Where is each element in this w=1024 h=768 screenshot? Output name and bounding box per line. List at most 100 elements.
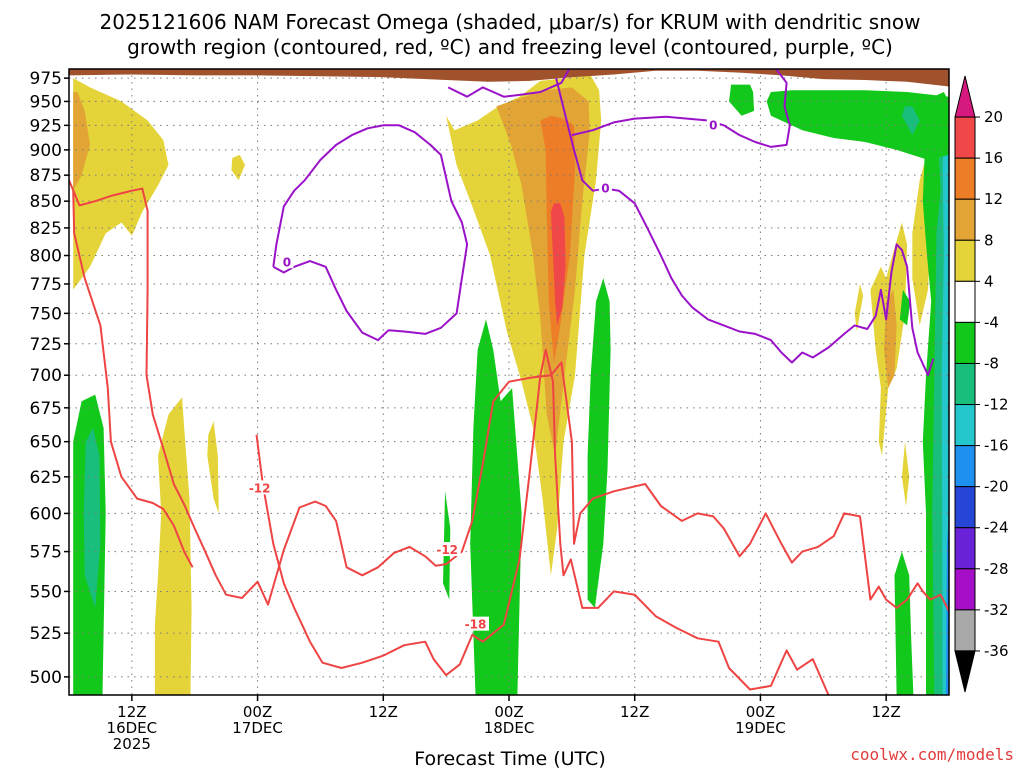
colorbar-swatch-12 <box>954 568 976 611</box>
y-tick-label-775: 775 <box>30 275 62 295</box>
y-tick-label-800: 800 <box>30 247 62 267</box>
colorbar-swatch-9 <box>954 445 976 488</box>
colorbar-label-3: 8 <box>984 231 994 249</box>
x-tick-label-66-2: 19DEC <box>735 719 786 737</box>
freezing-contour-line-1 <box>447 69 571 98</box>
freezing-contour-label-0: 0 <box>283 255 291 269</box>
dgz-contour-label-bg-1 <box>433 542 461 557</box>
colorbar-label-8: -16 <box>984 437 1009 455</box>
x-tick-label-66-1: 00Z <box>746 703 775 721</box>
omega-region-19 <box>894 551 914 695</box>
colorbar-swatch-2 <box>954 157 976 200</box>
x-tick-label-78-1: 12Z <box>871 703 900 721</box>
y-tick-label-850: 850 <box>30 192 62 212</box>
plot-area: -18-12-12 0000 <box>69 69 949 695</box>
chart-title-line1: 2025121606 NAM Forecast Omega (shaded, μ… <box>100 10 921 34</box>
omega-region-4 <box>231 154 245 181</box>
omega-region-1 <box>73 92 90 191</box>
colorbar-label-13: -36 <box>984 642 1009 660</box>
dgz-contour-line-1 <box>69 179 949 612</box>
omega-region-2 <box>154 397 192 695</box>
omega-region-26 <box>766 90 949 160</box>
x-tick-label-30-1: 12Z <box>369 703 398 721</box>
y-tick-label-525: 525 <box>30 624 62 644</box>
y-tick-label-925: 925 <box>30 116 62 136</box>
y-axis: 500 525 550 575 600 625 650 675 700 725 750 775 800 8… <box>30 69 69 688</box>
omega-region-15 <box>83 428 101 608</box>
colorbar-swatch-10 <box>954 486 976 529</box>
colorbar-swatch-11 <box>954 527 976 570</box>
omega-shading-layer <box>73 75 949 695</box>
terrain-fill <box>69 69 949 87</box>
colorbar-swatch-3 <box>954 198 976 241</box>
colorbar-label-12: -32 <box>984 601 1009 619</box>
omega-region-3 <box>207 421 219 514</box>
y-tick-label-875: 875 <box>30 166 62 186</box>
y-tick-label-575: 575 <box>30 543 62 563</box>
dgz-contour-label-bg-0 <box>461 616 489 631</box>
colorbar: 20 16 12 8 4 -4 -8 -12 -16 -20 -24 -28 -32 -36 <box>954 75 1009 693</box>
freezing-level-contours: 0000 <box>272 69 935 377</box>
omega-region-0 <box>73 78 169 290</box>
y-tick-label-750: 750 <box>30 304 62 324</box>
x-tick-label-6-3: 2025 <box>113 735 151 753</box>
dgz-contour-line-2 <box>72 190 194 568</box>
colorbar-label-6: -8 <box>984 354 999 372</box>
x-tick-label-6-1: 12Z <box>117 703 146 721</box>
credit-text: coolwx.com/models <box>850 745 1014 764</box>
x-axis-title: Forecast Time (UTC) <box>414 748 605 768</box>
freezing-contour-label-3: 0 <box>709 118 717 132</box>
freezing-contour-line-0 <box>272 124 469 342</box>
dgz-contour-label-2: -12 <box>249 481 271 495</box>
freezing-contour-line-3 <box>571 69 791 148</box>
colorbar-swatch-5 <box>954 280 976 323</box>
omega-region-9 <box>854 284 864 332</box>
dgz-contour-label-bg-2 <box>246 480 274 495</box>
omega-region-24 <box>945 513 949 695</box>
colorbar-label-10: -24 <box>984 519 1009 537</box>
freezing-contour-label-2: 0 <box>601 182 609 196</box>
freezing-contour-label-bg-2 <box>598 180 612 195</box>
y-tick-label-625: 625 <box>30 468 62 488</box>
dgz-contour-label-1: -12 <box>436 543 458 557</box>
colorbar-label-2: 12 <box>984 190 1003 208</box>
y-tick-label-675: 675 <box>30 399 62 419</box>
dgz-contour-label-0: -18 <box>465 618 487 632</box>
freezing-contour-label-bg-0 <box>280 254 294 269</box>
x-tick-label-18-2: 17DEC <box>232 719 283 737</box>
omega-region-25 <box>729 84 755 116</box>
y-tick-label-500: 500 <box>30 668 62 688</box>
y-tick-label-900: 900 <box>30 141 62 161</box>
dendritic-growth-contours: -18 -12 -12 <box>69 179 949 695</box>
colorbar-swatch-14 <box>954 650 976 693</box>
y-tick-label-825: 825 <box>30 219 62 239</box>
y-tick-label-600: 600 <box>30 504 62 524</box>
colorbar-label-0: 20 <box>984 108 1003 126</box>
y-tick-label-550: 550 <box>30 582 62 602</box>
colorbar-label-9: -20 <box>984 478 1009 496</box>
terrain-layer <box>69 69 949 87</box>
freezing-contour-label-bg-3 <box>706 117 720 132</box>
colorbar-swatch-13 <box>954 609 976 652</box>
dgz-contour-line-0 <box>255 349 830 695</box>
omega-region-18 <box>587 278 611 608</box>
colorbar-swatch-4 <box>954 239 976 282</box>
chart-title-line2: growth region (contoured, red, ºC) and f… <box>127 35 893 59</box>
colorbar-swatch-0 <box>954 75 976 118</box>
omega-region-27 <box>901 106 920 136</box>
y-tick-label-700: 700 <box>30 366 62 386</box>
y-tick-label-650: 650 <box>30 433 62 453</box>
omega-region-8 <box>550 203 566 326</box>
colorbar-swatch-6 <box>954 321 976 364</box>
colorbar-label-5: -4 <box>984 313 999 331</box>
y-tick-label-975: 975 <box>30 69 62 89</box>
x-tick-label-18-1: 00Z <box>243 703 272 721</box>
freezing-contour-line-2 <box>555 77 935 377</box>
x-tick-label-6-2: 16DEC <box>107 719 158 737</box>
y-tick-label-725: 725 <box>30 335 62 355</box>
x-tick-label-42-2: 18DEC <box>484 719 535 737</box>
omega-region-12 <box>901 441 910 506</box>
omega-region-20 <box>899 289 911 326</box>
colorbar-label-11: -28 <box>984 560 1009 578</box>
